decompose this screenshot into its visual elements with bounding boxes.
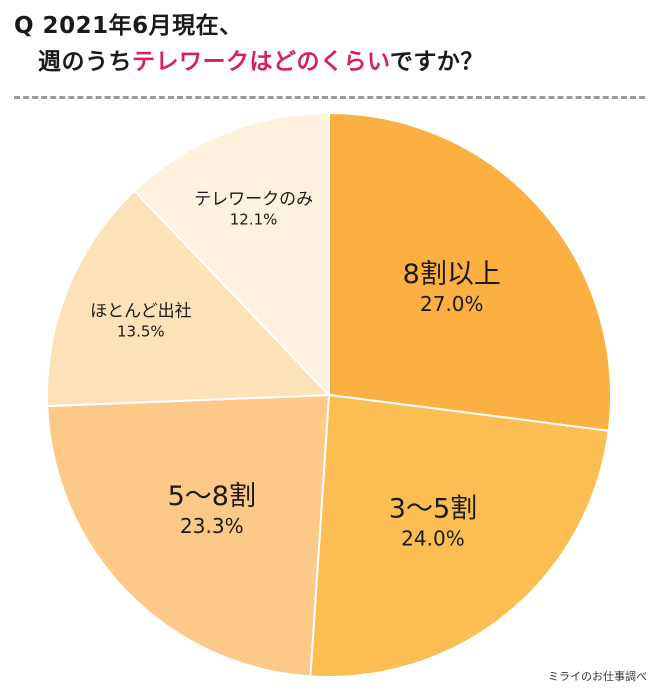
title-accent: テレワークはどのくらい: [132, 49, 390, 75]
pie-slice: [46, 393, 331, 678]
pie-slice: [46, 189, 332, 408]
slice-value-label: 13.5%: [117, 323, 165, 341]
chart-title: Q 2021年6月現在、 週のうちテレワークはどのくらいですか？: [14, 8, 644, 80]
title-line-1: Q 2021年6月現在、: [14, 13, 243, 39]
slice-label: 8割以上: [403, 259, 501, 290]
pie-slice: [309, 393, 610, 678]
title-line-2: 週のうちテレワークはどのくらいですか？: [14, 44, 644, 80]
pie-slice: [328, 111, 612, 432]
source-note: ミライのお仕事調べ: [548, 670, 647, 683]
title-suffix: ですか？: [389, 49, 484, 75]
title-prefix: 週のうち: [38, 49, 132, 75]
pie-slice: [133, 111, 330, 398]
slice-value-label: 27.0%: [420, 292, 484, 316]
slice-value-label: 23.3%: [180, 514, 244, 538]
slice-value-label: 12.1%: [230, 210, 278, 228]
slice-label: テレワークのみ: [194, 189, 313, 209]
slice-label: ほとんど出社: [90, 302, 192, 322]
title-divider: [14, 96, 645, 99]
slice-label: 3〜5割: [389, 493, 477, 524]
slice-label: 5〜8割: [168, 481, 256, 512]
slice-value-label: 24.0%: [401, 526, 465, 550]
